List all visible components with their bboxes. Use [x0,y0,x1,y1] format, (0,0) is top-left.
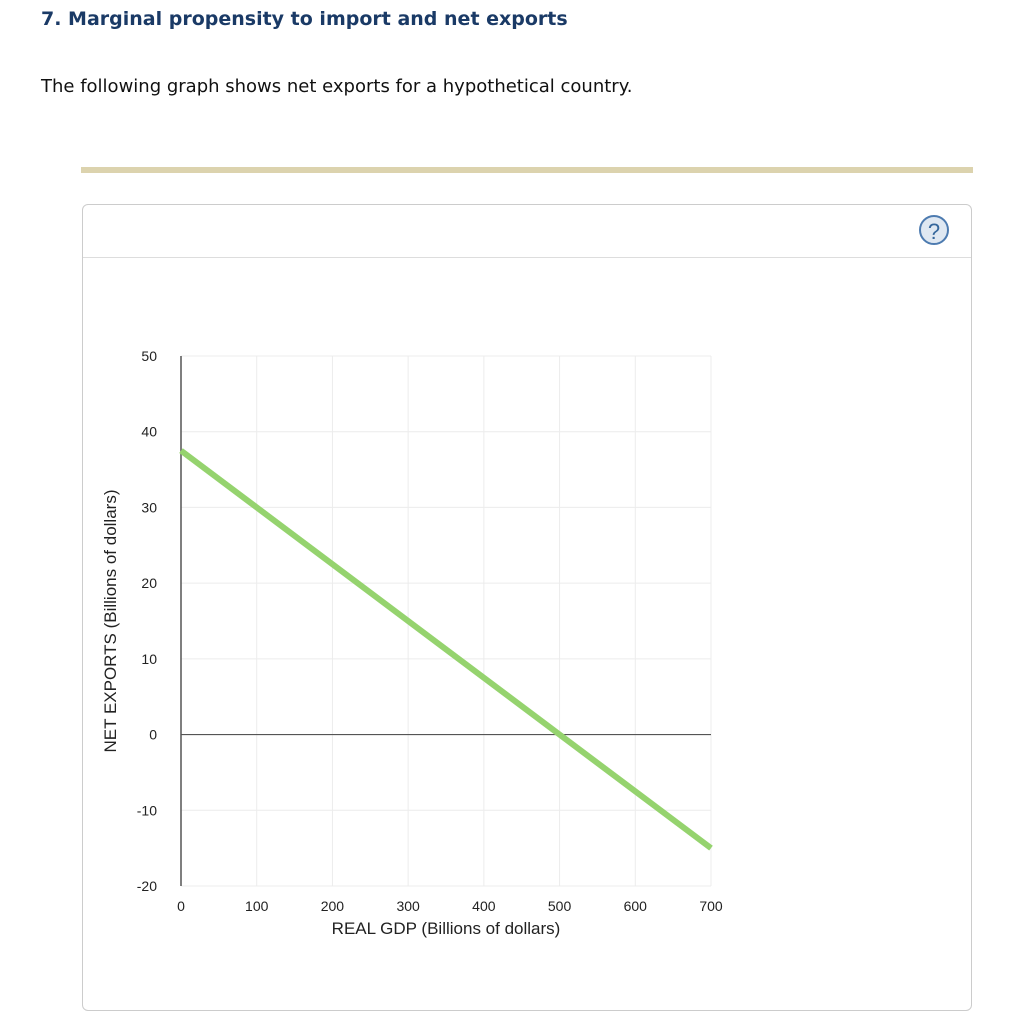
y-tick-label: 30 [141,499,157,515]
x-tick-label: 200 [321,898,345,914]
y-tick-label: -10 [137,802,157,818]
x-tick-label: 500 [548,898,572,914]
y-tick-label: -20 [137,878,157,894]
graph-panel-header: ? [83,205,971,258]
x-tick-label: 600 [624,898,648,914]
question-title: 7. Marginal propensity to import and net… [41,8,568,30]
x-tick-label: 300 [396,898,420,914]
x-tick-label: 400 [472,898,496,914]
y-axis-label: NET EXPORTS (Billions of dollars) [101,490,120,753]
graph-panel: ? [82,204,972,1011]
help-icon[interactable]: ? [919,215,949,245]
x-tick-label: 0 [177,898,185,914]
net-exports-line [179,448,713,851]
y-tick-label: 40 [141,424,157,440]
divider-bar [81,167,973,173]
intro-text: The following graph shows net exports fo… [41,76,633,97]
y-tick-label: 10 [141,651,157,667]
x-axis-label: REAL GDP (Billions of dollars) [332,919,561,938]
x-tick-label: 100 [245,898,269,914]
y-tick-label: 50 [141,348,157,364]
x-tick-label: 700 [699,898,723,914]
y-tick-label: 0 [149,727,157,743]
y-tick-label: 20 [141,575,157,591]
